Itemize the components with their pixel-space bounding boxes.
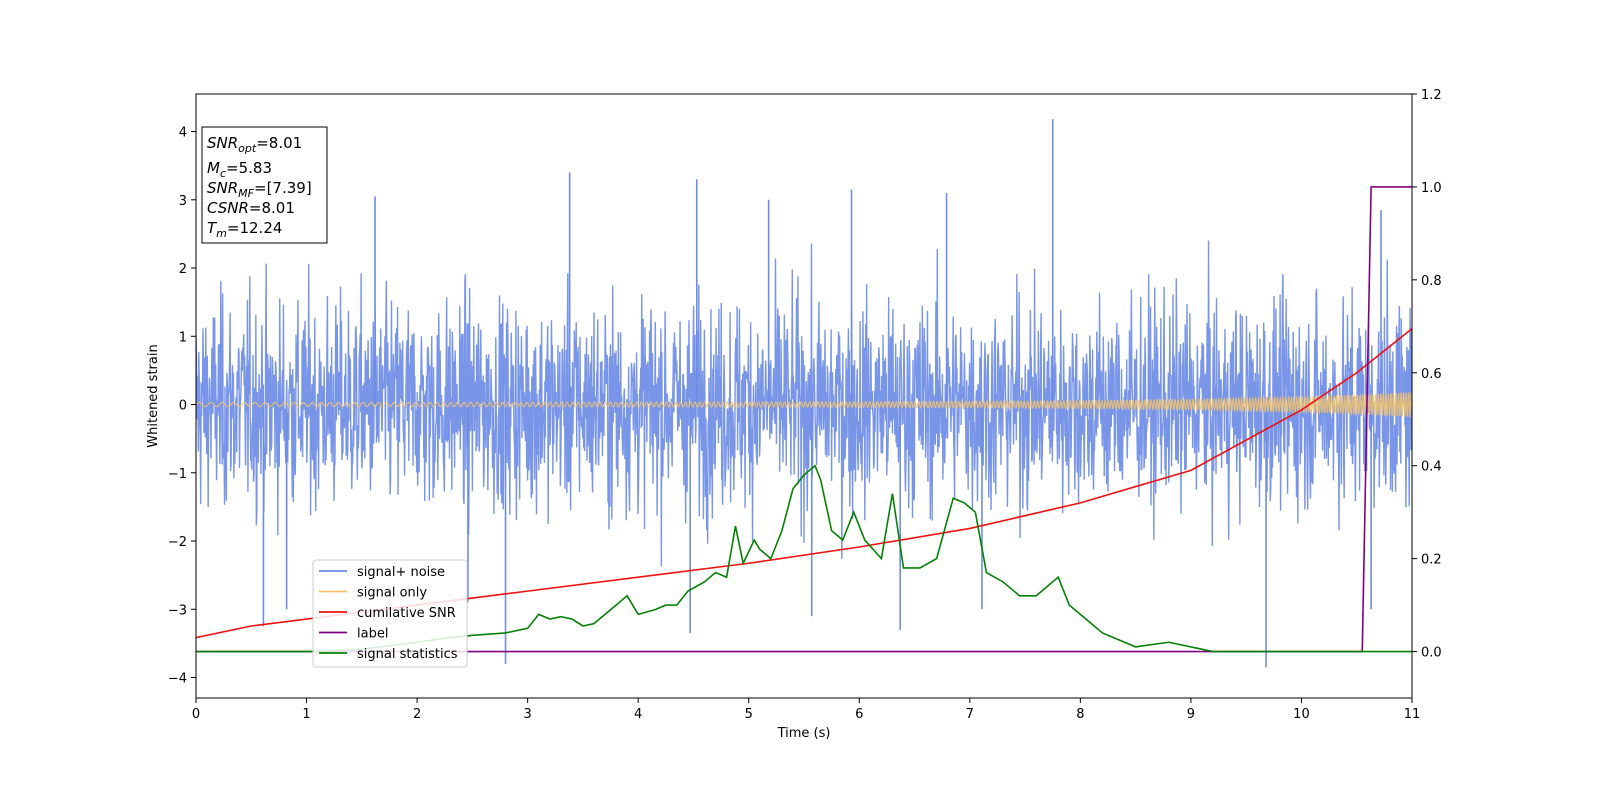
y-axis-label: Whitened strain <box>146 344 161 447</box>
series-label-line <box>196 186 1412 653</box>
y-right-tick-label: 0.8 <box>1421 274 1442 289</box>
info-symbol: SNR <box>207 134 238 152</box>
y-tick-label: 3 <box>179 194 187 209</box>
y-tick-label: 0 <box>179 399 187 414</box>
legend-entry: label <box>357 627 388 642</box>
info-symbol: M <box>207 159 220 177</box>
info-value: =12.24 <box>227 219 283 237</box>
x-tick-label: 7 <box>966 707 974 722</box>
y-right-tick-label: 1.2 <box>1421 88 1442 103</box>
info-subscript: c <box>220 167 226 180</box>
y-right-tick-label: 0.6 <box>1421 367 1442 382</box>
y-right-tick-label: 0.4 <box>1421 460 1442 475</box>
info-symbol: T <box>207 219 218 237</box>
series-signal-noise-line <box>196 240 1412 567</box>
x-tick-label: 10 <box>1293 707 1310 722</box>
info-subscript: MF <box>238 187 254 200</box>
series-signal-only-line <box>196 391 1412 417</box>
info-box-entry: SNRMF=[7.39] <box>207 179 312 200</box>
y-right-tick-label: 0.2 <box>1421 553 1442 568</box>
series-signal-statistics-line <box>196 464 1412 653</box>
legend-entry: signal statistics <box>357 647 458 662</box>
x-tick-label: 3 <box>523 707 531 722</box>
info-box-frame <box>201 126 328 244</box>
info-subscript: m <box>216 227 227 240</box>
info-box-entry: Mc=5.83 <box>207 159 272 180</box>
x-tick-label: 5 <box>745 707 753 722</box>
y-tick-label: 1 <box>179 330 187 345</box>
info-box-entry: SNRopt=8.01 <box>207 134 302 155</box>
x-tick-label: 6 <box>855 707 863 722</box>
x-tick-label: 0 <box>192 707 200 722</box>
info-box-entry: Tm=12.24 <box>207 219 282 240</box>
info-symbol: SNR <box>207 179 238 197</box>
x-tick-label: 4 <box>634 707 642 722</box>
x-tick-label: 11 <box>1404 707 1421 722</box>
x-tick-label: 9 <box>1187 707 1195 722</box>
info-value: =5.83 <box>226 159 272 177</box>
x-tick-label: 1 <box>302 707 310 722</box>
legend-entry: signal+ noise <box>357 565 445 580</box>
y-right-tick-label: 1.0 <box>1421 181 1442 196</box>
info-value: =8.01 <box>256 134 302 152</box>
plot-frame <box>195 93 1413 699</box>
x-tick-label: 8 <box>1076 707 1084 722</box>
x-axis-label: Time (s) <box>777 726 831 741</box>
info-box: SNRopt=8.01Mc=5.83SNRMF=[7.39]CSNR=8.01T… <box>201 126 328 244</box>
y-tick-label: −1 <box>168 467 187 482</box>
y-tick-label: 2 <box>179 262 187 277</box>
info-symbol: CSNR <box>207 199 249 217</box>
x-tick-label: 2 <box>413 707 421 722</box>
legend-entry: signal only <box>357 586 427 601</box>
y-tick-label: −2 <box>168 535 187 550</box>
y-right-tick-label: 0.0 <box>1421 646 1442 661</box>
legend-frame <box>312 559 468 668</box>
info-value: =8.01 <box>249 199 295 217</box>
legend: signal+ noise signal only cumilative SNR la… <box>312 559 468 668</box>
y-tick-label: 4 <box>179 126 187 141</box>
y-tick-label: −3 <box>168 603 187 618</box>
y-tick-label: −4 <box>168 672 187 687</box>
legend-entry: cumilative SNR <box>357 606 456 621</box>
info-value: =[7.39] <box>254 179 312 197</box>
info-box-entry: CSNR=8.01 <box>207 199 295 217</box>
info-subscript: opt <box>238 142 257 155</box>
